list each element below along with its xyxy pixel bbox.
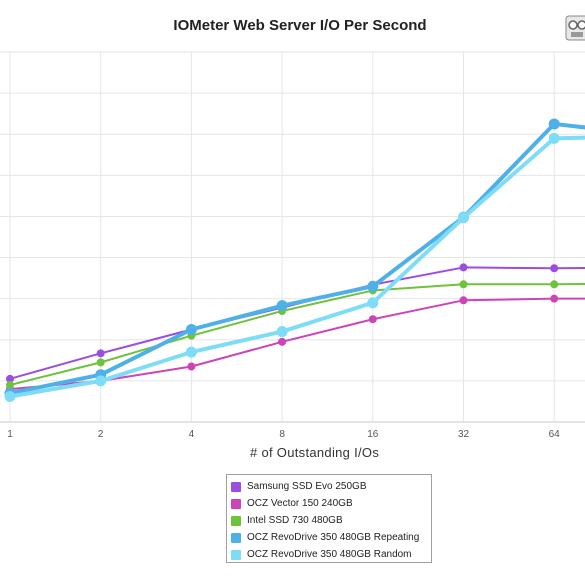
x-tick-label: 16 — [367, 429, 379, 440]
legend-item: Samsung SSD Evo 250GB — [231, 478, 431, 495]
data-point — [368, 315, 377, 324]
data-point — [550, 294, 559, 303]
data-point — [185, 324, 197, 335]
data-point — [459, 263, 468, 272]
data-point — [95, 375, 107, 387]
data-point — [187, 362, 196, 371]
legend-item: Intel SSD 730 480GB — [231, 512, 431, 529]
legend-swatch — [231, 549, 241, 560]
data-point — [6, 374, 14, 383]
site-logo-icon — [565, 15, 585, 41]
data-point — [459, 296, 468, 305]
x-axis-label: # of Outstanding I/Os — [250, 445, 380, 460]
x-tick-label: 8 — [279, 429, 285, 440]
legend-label: OCZ Vector 150 240GB — [247, 498, 353, 509]
data-point — [367, 297, 379, 309]
data-point — [459, 280, 468, 289]
legend-label: OCZ RevoDrive 350 480GB Random — [247, 549, 412, 560]
chart-title: IOMeter Web Server I/O Per Second — [173, 17, 427, 34]
series-line — [9, 282, 585, 386]
legend-item: OCZ RevoDrive 350 480GB Repeating — [231, 529, 431, 546]
x-tick-label: 32 — [458, 429, 470, 440]
legend-swatch — [231, 515, 241, 526]
legend-swatch — [231, 481, 241, 492]
legend-label: OCZ RevoDrive 350 480GB Repeating — [247, 532, 420, 543]
data-point — [4, 391, 16, 403]
series-line — [9, 135, 585, 399]
x-tick-label: 64 — [549, 429, 561, 440]
data-point — [6, 381, 14, 389]
legend-swatch — [231, 532, 241, 543]
x-axis-ticks: 1248163264128 — [7, 429, 561, 440]
series-line — [9, 121, 585, 396]
data-point — [550, 280, 559, 289]
data-point — [458, 212, 469, 224]
series-line — [9, 297, 585, 391]
data-point — [276, 300, 288, 312]
data-point — [550, 264, 559, 273]
data-point — [278, 337, 287, 346]
data-point — [96, 349, 105, 358]
legend-item: OCZ Vector 150 240GB — [231, 495, 431, 512]
legend-label: Intel SSD 730 480GB — [247, 515, 343, 526]
x-tick-label: 4 — [189, 429, 195, 440]
legend-swatch — [231, 498, 241, 509]
x-tick-label: 2 — [98, 429, 104, 440]
series-2 — [6, 280, 585, 389]
series-lines — [4, 118, 585, 403]
data-point — [548, 118, 560, 130]
legend-item: OCZ RevoDrive 350 480GB Random — [231, 546, 431, 563]
data-point — [96, 358, 105, 367]
series-4 — [4, 132, 585, 403]
data-point — [367, 280, 379, 292]
data-point — [185, 346, 197, 358]
legend-label: Samsung SSD Evo 250GB — [247, 481, 367, 492]
data-point — [276, 326, 288, 338]
legend: Samsung SSD Evo 250GB OCZ Vector 150 240G… — [226, 474, 432, 563]
data-point — [548, 132, 560, 144]
x-tick-label: 1 — [7, 429, 13, 440]
